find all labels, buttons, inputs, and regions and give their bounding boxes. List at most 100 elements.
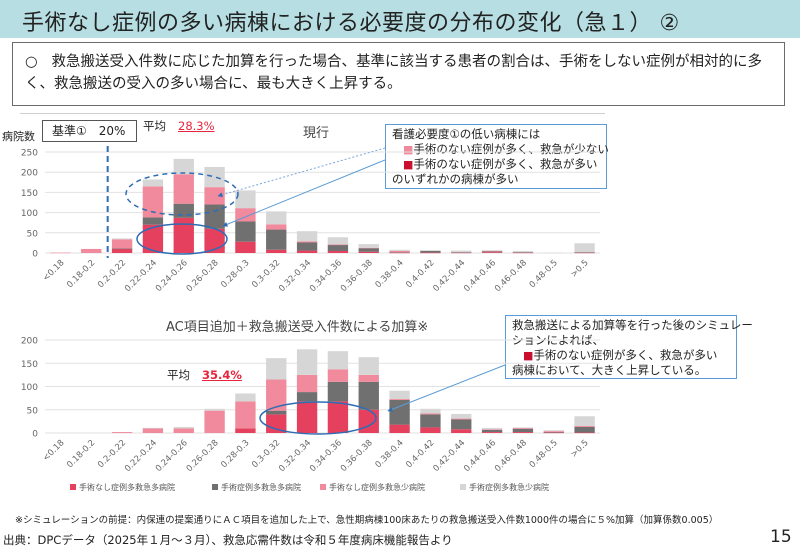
y-axis-label: 病院数 <box>2 130 35 143</box>
x-tick-label: <0.18 <box>41 438 67 464</box>
bar-segment <box>481 432 503 433</box>
y-tick-label: 150 <box>21 189 38 199</box>
bar-segment <box>81 248 102 253</box>
bar-segment <box>481 251 503 253</box>
bar-segment <box>451 252 472 254</box>
x-tick-label: 0.26-0.28 <box>185 438 221 474</box>
bar-segment <box>327 369 349 382</box>
legend-label: 手術なし症例多救急多病院 <box>79 482 175 492</box>
bar-segment <box>296 392 318 402</box>
reference-label-box: 基準① 20% <box>42 120 137 142</box>
y-tick-label: 0 <box>32 430 38 440</box>
page-number: 15 <box>770 527 792 547</box>
x-tick-label: 0.36-0.38 <box>339 438 375 474</box>
bar-segment <box>358 251 379 253</box>
y-tick-label: 100 <box>21 383 38 393</box>
dotted-arrow <box>217 147 386 198</box>
bar-segment <box>543 252 564 254</box>
bottom-chart-title: AC項目追加＋救急搬送受入件数による加算※ <box>166 320 429 335</box>
bar-segment <box>327 237 349 245</box>
source-note: 出典：DPCデータ（2025年１月～３月）、救急応需件数は令和５年度病床機能報告… <box>3 533 453 547</box>
x-tick-label: 0.44-0.46 <box>462 258 498 294</box>
bar-segment <box>512 428 534 433</box>
bar-segment <box>296 374 318 393</box>
summary-box: ○ 救急搬送受入件数に応じた加算を行った場合、基準に該当する患者の割合は、手術を… <box>12 42 785 106</box>
x-tick-label: 0.38-0.4 <box>374 438 406 470</box>
red-square-icon: ■ <box>522 349 534 362</box>
x-tick-label: >0.5 <box>569 258 591 280</box>
bar-segment <box>142 186 164 218</box>
bar-segment <box>389 390 410 400</box>
y-tick-label: 50 <box>27 229 39 239</box>
summary-bullet: ○ <box>25 54 38 70</box>
bar-segment <box>574 243 595 253</box>
bar-segment <box>235 393 256 402</box>
bar-segment <box>235 401 256 429</box>
x-tick-label: 0.46-0.48 <box>493 258 529 294</box>
bar-segment <box>50 252 71 254</box>
bar-segment <box>111 238 133 240</box>
callout-text: 手術のない症例が多く、救急が多い <box>533 348 718 362</box>
bar-segment <box>574 426 595 433</box>
bar-segment <box>111 248 133 250</box>
y-tick-label: 100 <box>21 209 38 219</box>
y-tick-label: 0 <box>32 250 38 260</box>
bar-segment <box>451 252 472 253</box>
average-value: 28.3% <box>178 119 215 133</box>
x-tick-label: 0.28-0.3 <box>219 438 251 470</box>
callout-line: 救急搬送による加算等を行った後のシミュレー <box>512 318 753 332</box>
y-tick-label: 200 <box>21 337 38 347</box>
pink-square-icon: ■ <box>402 143 414 156</box>
callout-line: ■手術のない症例が多く、救急が多い <box>392 157 600 172</box>
callout-line: 看護必要度①の低い病棟には <box>392 127 541 141</box>
x-tick-label: 0.32-0.34 <box>277 438 313 474</box>
highlight-ellipse <box>136 223 228 255</box>
bar-segment <box>111 239 133 249</box>
bar-segment <box>142 217 164 225</box>
bar-segment <box>142 224 164 253</box>
bar-segment <box>358 409 379 433</box>
bar-segment <box>543 432 564 434</box>
bar-segment <box>389 252 410 253</box>
x-tick-label: 0.34-0.36 <box>308 438 344 474</box>
legend-label: 手術なし症例多救急少病院 <box>329 482 425 492</box>
bar-segment <box>266 379 287 411</box>
x-tick-label: 0.42-0.44 <box>431 258 467 294</box>
bar-segment <box>574 252 595 253</box>
bar-segment <box>512 427 534 429</box>
bar-segment <box>451 419 472 430</box>
panel-divider <box>20 113 605 114</box>
bar-segment <box>327 244 349 251</box>
average-label: 平均 <box>167 368 190 382</box>
bar-segment <box>481 250 503 251</box>
bar-segment <box>481 252 503 253</box>
bar-segment <box>389 249 410 251</box>
x-tick-label: 0.44-0.46 <box>462 438 498 474</box>
bar-segment <box>204 166 225 188</box>
bar-segment <box>266 211 287 225</box>
average-value: 35.4% <box>202 368 242 382</box>
x-tick-label: >0.5 <box>569 438 591 460</box>
bar-segment <box>142 427 164 429</box>
bar-segment <box>358 247 379 249</box>
legend-label: 手術症例多救急少病院 <box>469 482 549 492</box>
bar-segment <box>204 187 225 205</box>
highlight-ellipse <box>259 401 377 435</box>
x-tick-label: 0.18-0.2 <box>65 258 97 290</box>
legend-swatch <box>320 484 326 490</box>
bar-segment <box>266 249 287 253</box>
bar-segment <box>142 428 164 433</box>
x-tick-label: 0.42-0.44 <box>431 438 467 474</box>
bar-segment <box>358 357 379 375</box>
x-tick-label: 0.24-0.26 <box>154 258 190 294</box>
bar-segment <box>235 428 256 433</box>
bar-segment <box>266 414 287 433</box>
legend-swatch <box>212 484 218 490</box>
bar-segment <box>543 431 564 433</box>
bar-segment <box>512 250 534 253</box>
bar-segment <box>327 381 349 402</box>
x-tick-label: 0.18-0.2 <box>65 438 97 470</box>
bar-segment <box>235 208 256 222</box>
bar-segment <box>420 413 441 415</box>
bar-segment <box>389 252 410 254</box>
